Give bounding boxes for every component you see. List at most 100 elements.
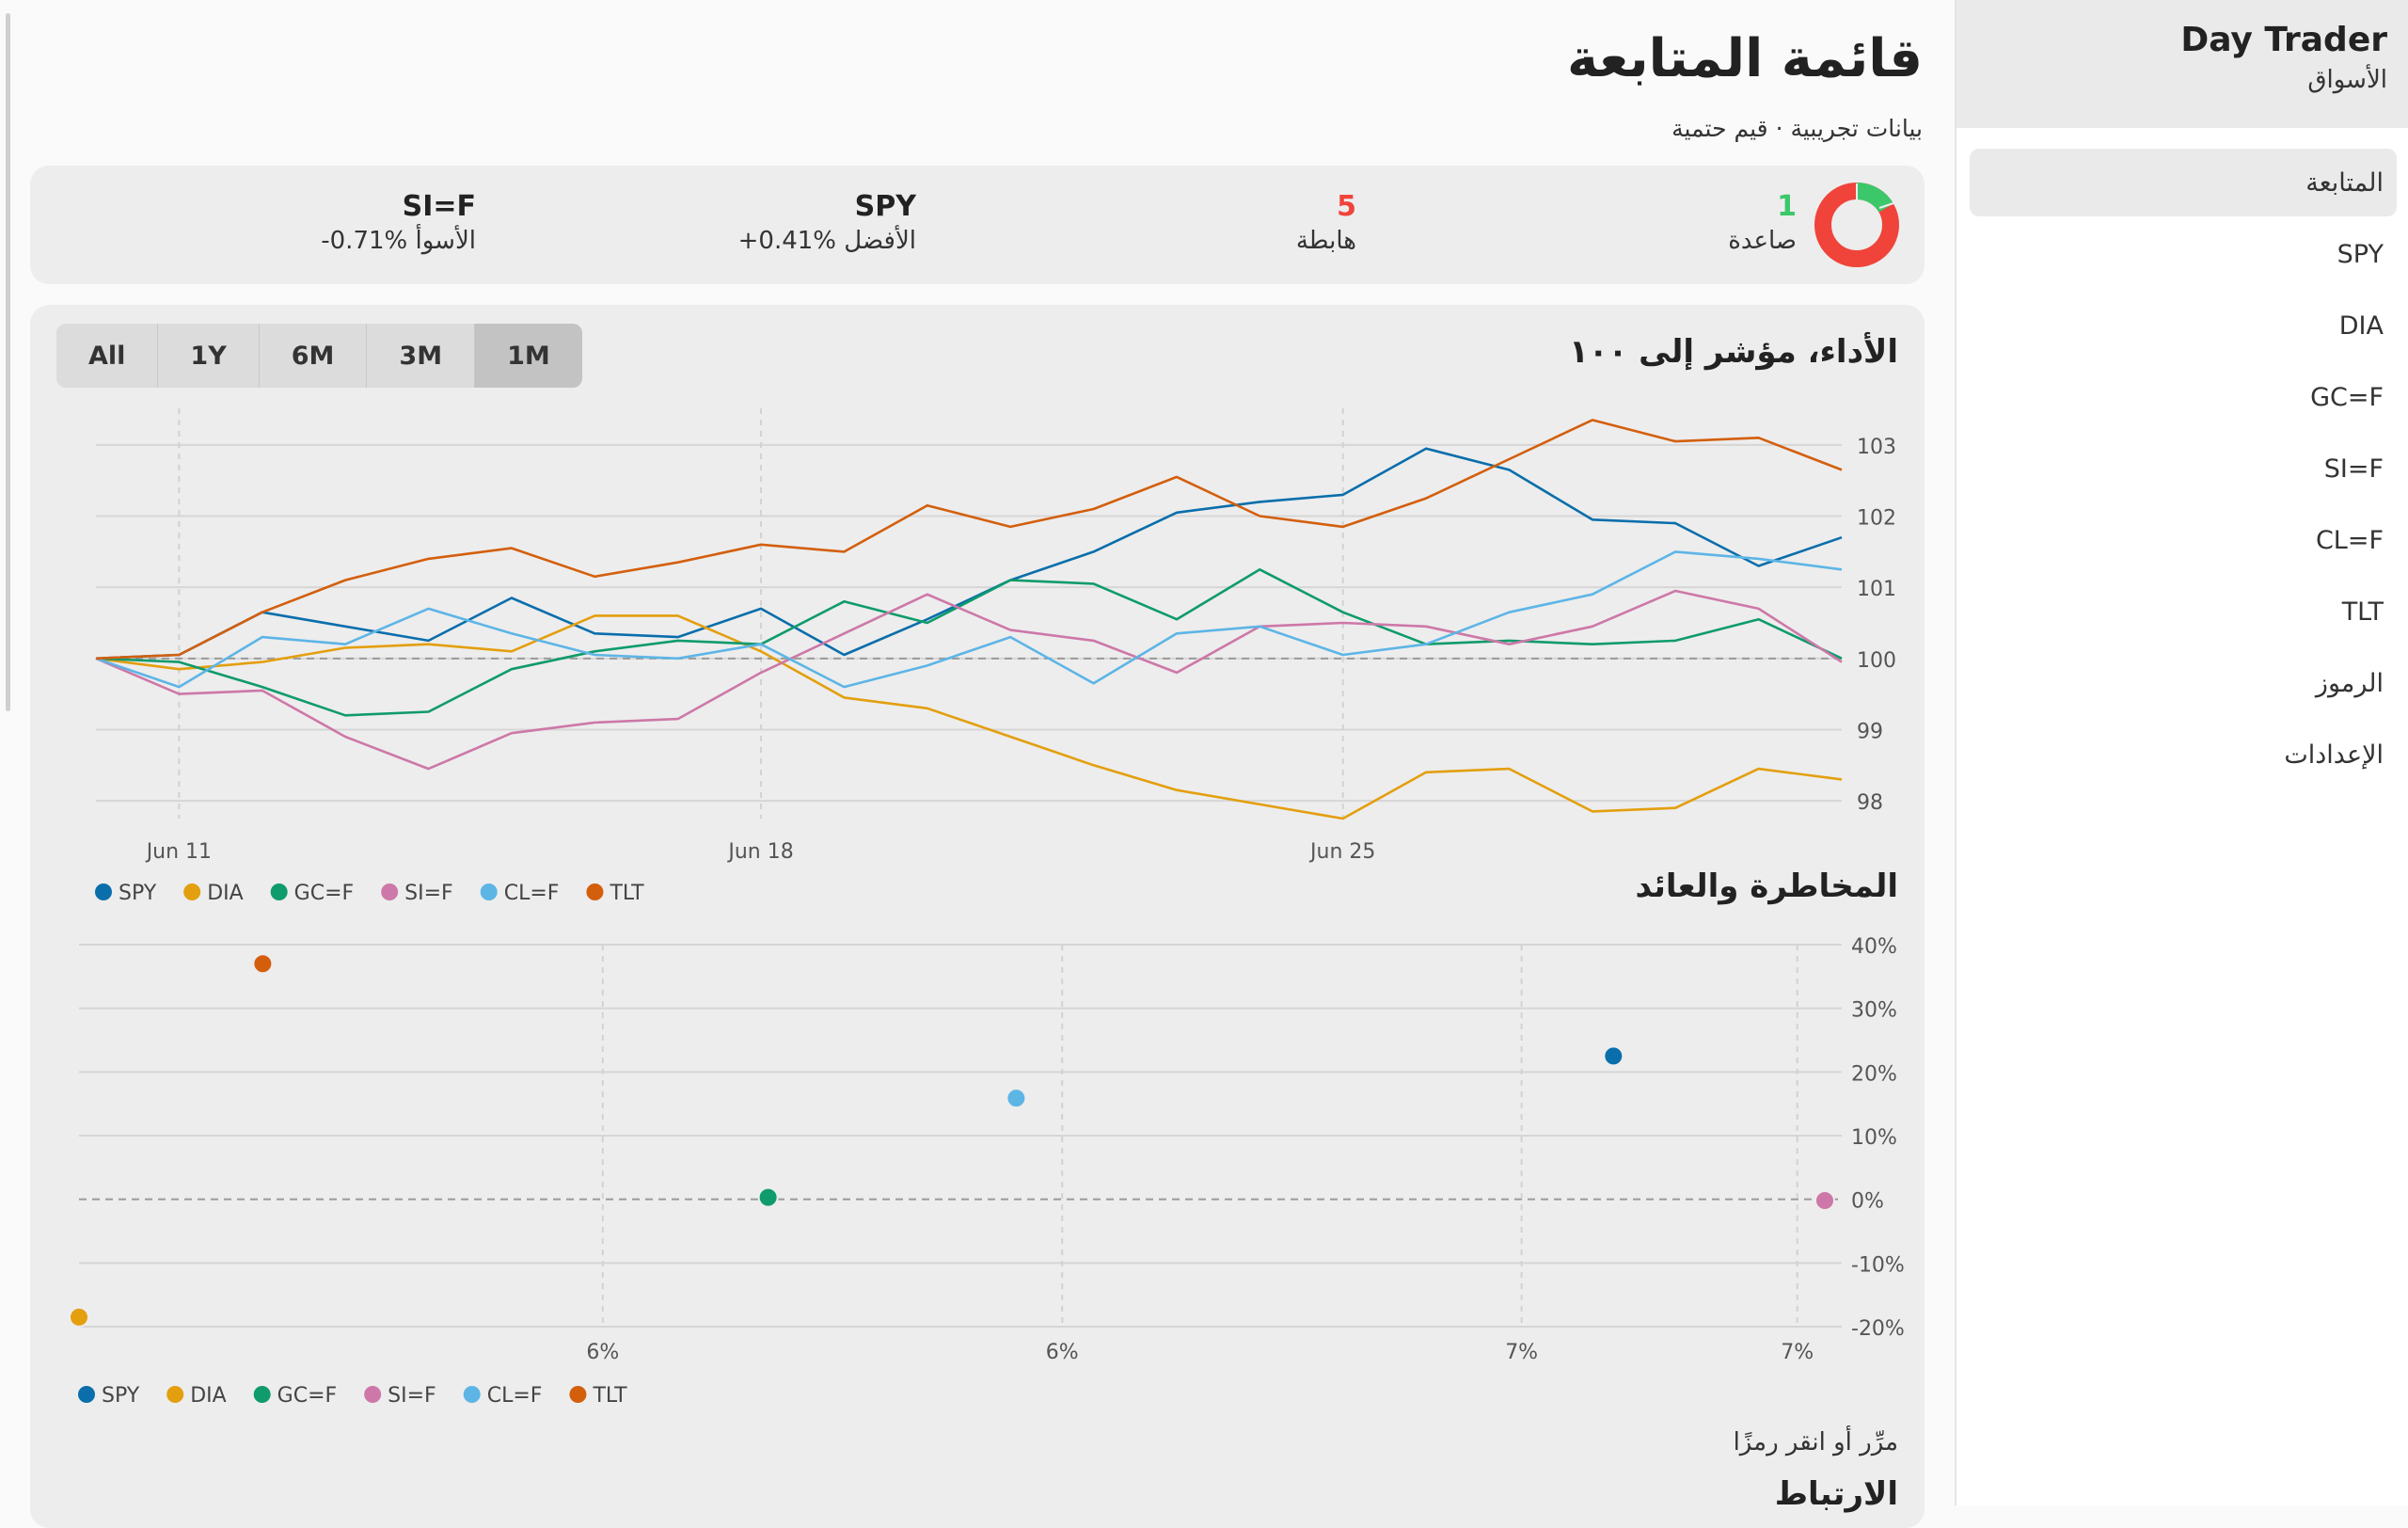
legend-swatch-clf xyxy=(463,1386,481,1403)
correlation-title: الارتباط xyxy=(1774,1475,1898,1513)
scatter-point-clf[interactable] xyxy=(1006,1088,1027,1109)
legend-label-tlt: TLT xyxy=(609,882,644,905)
legend-swatch-tlt xyxy=(569,1386,587,1403)
legend-label-spy: SPY xyxy=(102,1384,140,1408)
legend-swatch-gcf xyxy=(270,883,288,900)
range-3m-button[interactable]: 3M xyxy=(367,324,476,388)
legend-swatch-clf xyxy=(480,883,498,900)
legend-label-gcf: GC=F xyxy=(277,1384,338,1408)
sidebar-item-watchlist[interactable]: المتابعة xyxy=(1970,149,2397,216)
donut-up-segment xyxy=(1856,182,1893,213)
legend-swatch-dia xyxy=(183,883,201,900)
legend-swatch-gcf xyxy=(253,1386,271,1403)
y-tick-label: 103 xyxy=(1857,436,1896,459)
sidebar-item-tlt[interactable]: TLT xyxy=(2341,597,2384,627)
risk-return-chart[interactable]: -20% -10% 0% 10% 20% 30% 40% 6% 6% 7% 7% SPY DIA GC=F… xyxy=(30,920,1925,1419)
x-tick-label: 6% xyxy=(1046,1341,1079,1364)
legend-swatch-dia xyxy=(166,1386,184,1403)
series-line-clf xyxy=(95,550,1843,689)
worst-change: الأسوأ ‎-0.71% xyxy=(321,227,476,255)
up-down-donut-chart xyxy=(1814,182,1899,267)
y-tick-label: 0% xyxy=(1851,1190,1884,1214)
range-1y-button[interactable]: 1Y xyxy=(158,324,260,388)
legend-label-clf: CL=F xyxy=(504,882,560,905)
performance-chart[interactable]: 98 99 100 101 102 103 Jun 11 Jun 18 Jun 25 SPY DIA… xyxy=(30,399,1925,945)
legend-swatch-sif xyxy=(381,883,399,900)
down-label: هابطة xyxy=(1295,227,1356,255)
range-1m-button[interactable]: 1M xyxy=(475,324,582,388)
performance-title: الأداء، مؤشر إلى ١٠٠ xyxy=(1569,333,1898,371)
sidebar-item-clf[interactable]: CL=F xyxy=(2315,525,2384,555)
y-tick-label: 98 xyxy=(1857,791,1883,815)
sidebar-item-gcf[interactable]: GC=F xyxy=(2310,382,2384,412)
up-count: 1 xyxy=(1777,190,1797,223)
y-tick-label: 100 xyxy=(1857,649,1896,673)
y-tick-label: -20% xyxy=(1851,1317,1905,1341)
legend-label-sif: SI=F xyxy=(404,882,453,905)
y-tick-label: -10% xyxy=(1851,1253,1905,1277)
up-label: صاعدة xyxy=(1728,227,1797,255)
stat-best: SPY الأفضل ‎+0.41% xyxy=(738,190,916,255)
y-tick-label: 30% xyxy=(1851,999,1897,1023)
stat-down: 5 هابطة xyxy=(1296,190,1356,255)
legend-label-spy: SPY xyxy=(119,882,157,905)
legend-label-dia: DIA xyxy=(190,1384,226,1408)
series-line-sif xyxy=(95,589,1843,771)
scatter-point-gcf[interactable] xyxy=(757,1186,779,1208)
sidebar-item-sif[interactable]: SI=F xyxy=(2323,454,2384,484)
legend-label-dia: DIA xyxy=(207,882,243,905)
x-tick-label: 6% xyxy=(586,1341,619,1364)
series-line-tlt xyxy=(95,419,1843,661)
legend-swatch-tlt xyxy=(586,883,604,900)
x-tick-label: Jun 18 xyxy=(726,840,793,864)
series-line-gcf xyxy=(95,568,1843,717)
scrollbar[interactable] xyxy=(6,13,10,711)
scatter-point-tlt[interactable] xyxy=(252,953,274,975)
y-tick-label: 10% xyxy=(1851,1126,1897,1150)
hover-hint: مرِّر أو انقر رمزًا xyxy=(1733,1428,1898,1456)
y-tick-label: 102 xyxy=(1857,507,1896,531)
series-line-dia xyxy=(95,614,1843,820)
page-title: قائمة المتابعة xyxy=(1567,28,1923,89)
sidebar-item-spy[interactable]: SPY xyxy=(2337,239,2384,269)
y-tick-label: 20% xyxy=(1851,1062,1897,1086)
sidebar-item-settings[interactable]: الإعدادات xyxy=(2284,740,2384,770)
best-symbol: SPY xyxy=(854,190,916,223)
x-tick-label: Jun 25 xyxy=(1308,840,1375,864)
legend-swatch-spy xyxy=(95,883,112,900)
legend-label-tlt: TLT xyxy=(592,1384,627,1408)
series-line-spy xyxy=(95,447,1843,661)
y-tick-label: 40% xyxy=(1851,935,1897,959)
legend-label-gcf: GC=F xyxy=(294,882,355,905)
legend-swatch-sif xyxy=(364,1386,382,1403)
x-tick-label: 7% xyxy=(1505,1341,1538,1364)
x-tick-label: Jun 11 xyxy=(145,840,212,864)
y-tick-label: 101 xyxy=(1857,578,1896,601)
summary-card: 1 صاعدة 5 هابطة SPY الأفضل ‎+0.41% SI=F … xyxy=(30,166,1925,284)
charts-panel: All 1Y 6M 3M 1M الأداء، مؤشر إلى ١٠٠ 98 9… xyxy=(30,305,1925,1528)
scatter-point-dia[interactable] xyxy=(69,1306,89,1328)
scatter-point-sif[interactable] xyxy=(1814,1190,1835,1212)
sidebar-item-dia[interactable]: DIA xyxy=(2338,310,2384,341)
sidebar-item-symbols[interactable]: الرموز xyxy=(2315,668,2384,698)
brand-header: Day Trader الأسواق xyxy=(1956,0,2408,128)
best-change: الأفضل ‎+0.41% xyxy=(737,227,916,255)
page-subtitle: بيانات تجريبية · قيم حتمية xyxy=(1671,115,1923,142)
sidebar-nav: المتابعة SPY DIA GC=F SI=F CL=F TLT الرم… xyxy=(1970,149,2397,792)
y-tick-label: 99 xyxy=(1857,720,1883,743)
app-subtitle: الأسواق xyxy=(2307,66,2387,94)
worst-symbol: SI=F xyxy=(402,190,476,223)
stat-up: 1 صاعدة xyxy=(1728,190,1797,255)
legend-label-clf: CL=F xyxy=(487,1384,543,1408)
x-tick-label: 7% xyxy=(1781,1341,1814,1364)
risk-return-title: المخاطرة والعائد xyxy=(1635,867,1899,905)
scatter-point-spy[interactable] xyxy=(1603,1045,1624,1067)
app-title: Day Trader xyxy=(2180,21,2387,59)
range-6m-button[interactable]: 6M xyxy=(260,324,368,388)
stat-worst: SI=F الأسوأ ‎-0.71% xyxy=(321,190,476,255)
down-count: 5 xyxy=(1337,190,1356,223)
range-all-button[interactable]: All xyxy=(56,324,159,388)
legend-swatch-spy xyxy=(78,1386,95,1403)
legend-label-sif: SI=F xyxy=(388,1384,436,1408)
range-selector: All 1Y 6M 3M 1M xyxy=(56,324,582,388)
